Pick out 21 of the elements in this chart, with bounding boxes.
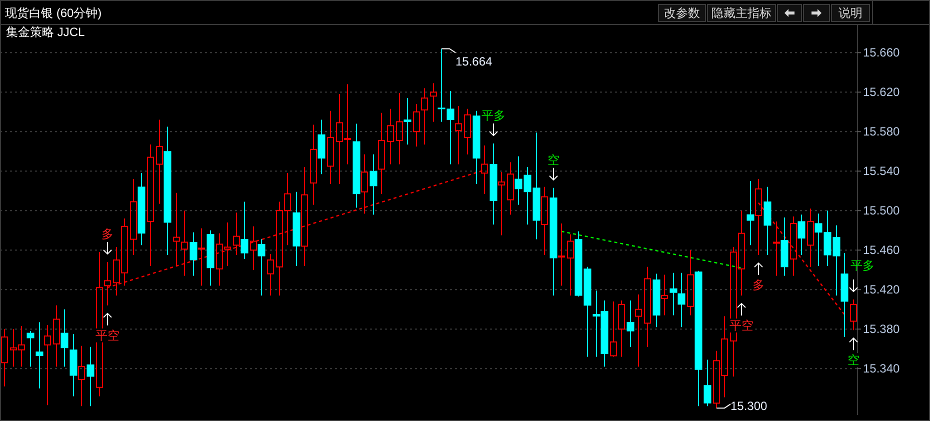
y-tick-label: 15.340 bbox=[863, 362, 900, 376]
annotation: 15.300 bbox=[730, 399, 768, 414]
annotation: 15.664 bbox=[456, 54, 493, 69]
annotation: 多 bbox=[752, 278, 764, 292]
y-tick-label: 15.660 bbox=[863, 46, 900, 60]
annotation: 平多 bbox=[482, 108, 506, 122]
annotation: 多 bbox=[102, 226, 114, 241]
y-tick-label: 15.620 bbox=[863, 85, 900, 100]
y-tick-label: 15.380 bbox=[863, 322, 900, 336]
annotation: 平多 bbox=[850, 258, 874, 272]
y-tick-label: 15.460 bbox=[863, 243, 900, 258]
y-tick-label: 15.420 bbox=[863, 282, 900, 297]
annotation: 平空 bbox=[730, 318, 754, 333]
annotation: 空 bbox=[548, 152, 560, 167]
y-tick-label: 15.580 bbox=[863, 124, 900, 139]
annotation: 空 bbox=[848, 353, 860, 368]
annotation: 平空 bbox=[96, 328, 120, 342]
chart-title: 现货白银 (60分钟) bbox=[5, 6, 102, 20]
y-tick-label: 15.500 bbox=[863, 204, 900, 218]
chart-subtitle: 集金策略 JJCL bbox=[6, 25, 85, 39]
y-tick-label: 15.540 bbox=[863, 164, 900, 178]
